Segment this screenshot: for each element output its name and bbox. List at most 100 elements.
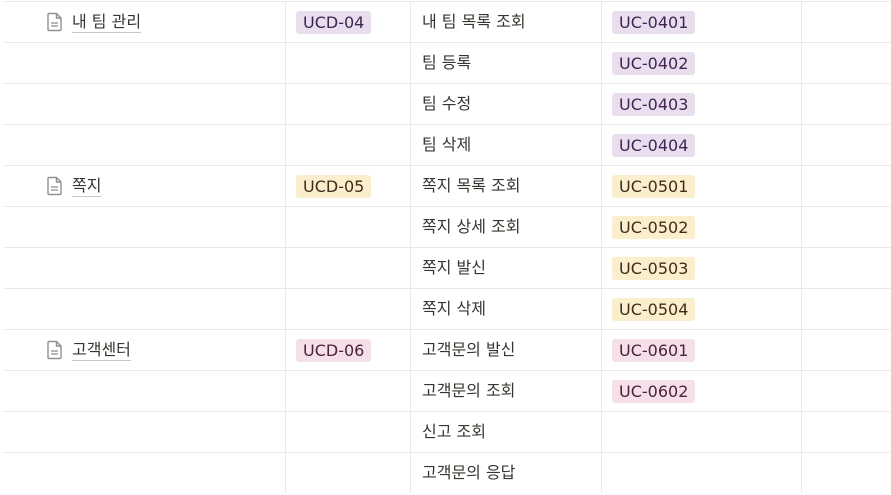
usecase-name: 고객문의 발신: [422, 340, 516, 359]
page-cell[interactable]: [4, 453, 286, 493]
usecase-cell[interactable]: 쪽지 상세 조회: [411, 207, 602, 247]
extra-cell[interactable]: [802, 371, 891, 411]
uc-cell[interactable]: UC-0404: [602, 125, 802, 165]
page-cell[interactable]: [4, 248, 286, 288]
page-link[interactable]: 고객센터: [46, 339, 131, 361]
ucd-cell[interactable]: [286, 248, 411, 288]
page-link[interactable]: 내 팀 관리: [46, 11, 142, 33]
table-row: 팀 삭제 UC-0404: [4, 124, 891, 165]
extra-cell[interactable]: [802, 43, 891, 83]
page-cell[interactable]: 내 팀 관리: [4, 2, 286, 42]
ucd-tag: UCD-05: [296, 175, 372, 198]
uc-cell[interactable]: [602, 412, 802, 452]
uc-tag: UC-0403: [612, 93, 696, 116]
uc-cell[interactable]: UC-0502: [602, 207, 802, 247]
extra-cell[interactable]: [802, 2, 891, 42]
ucd-cell[interactable]: UCD-05: [286, 166, 411, 206]
usecase-name: 고객문의 조회: [422, 381, 516, 400]
uc-tag: UC-0504: [612, 298, 696, 321]
page-cell[interactable]: [4, 412, 286, 452]
table-row: 쪽지 삭제 UC-0504: [4, 288, 891, 329]
usecase-cell[interactable]: 고객문의 발신: [411, 330, 602, 370]
page-cell[interactable]: [4, 84, 286, 124]
usecase-cell[interactable]: 고객문의 조회: [411, 371, 602, 411]
page-cell[interactable]: [4, 125, 286, 165]
uc-cell[interactable]: [602, 453, 802, 493]
extra-cell[interactable]: [802, 125, 891, 165]
usecase-name: 쪽지 상세 조회: [422, 217, 521, 236]
uc-cell[interactable]: UC-0503: [602, 248, 802, 288]
ucd-cell[interactable]: [286, 289, 411, 329]
usecase-name: 쪽지 삭제: [422, 299, 486, 318]
usecase-name: 팀 등록: [422, 53, 472, 72]
extra-cell[interactable]: [802, 412, 891, 452]
extra-cell[interactable]: [802, 453, 891, 493]
uc-tag: UC-0401: [612, 11, 696, 34]
uc-tag: UC-0501: [612, 175, 696, 198]
usecase-cell[interactable]: 신고 조회: [411, 412, 602, 452]
page-cell[interactable]: [4, 207, 286, 247]
uc-tag: UC-0503: [612, 257, 696, 280]
page-icon: [46, 176, 63, 196]
uc-tag: UC-0402: [612, 52, 696, 75]
ucd-cell[interactable]: UCD-06: [286, 330, 411, 370]
usecase-cell[interactable]: 팀 등록: [411, 43, 602, 83]
uc-cell[interactable]: UC-0402: [602, 43, 802, 83]
page-cell[interactable]: 쪽지: [4, 166, 286, 206]
page-cell[interactable]: [4, 371, 286, 411]
ucd-tag: UCD-04: [296, 11, 372, 34]
table-row: 고객문의 조회 UC-0602: [4, 370, 891, 411]
extra-cell[interactable]: [802, 166, 891, 206]
usecase-cell[interactable]: 팀 삭제: [411, 125, 602, 165]
table-row: 신고 조회: [4, 411, 891, 452]
ucd-cell[interactable]: [286, 412, 411, 452]
usecase-cell[interactable]: 쪽지 발신: [411, 248, 602, 288]
table-row: 고객문의 응답: [4, 452, 891, 493]
page-icon: [46, 12, 63, 32]
uc-cell[interactable]: UC-0403: [602, 84, 802, 124]
table-row: 팀 등록 UC-0402: [4, 42, 891, 83]
uc-cell[interactable]: UC-0401: [602, 2, 802, 42]
uc-cell[interactable]: UC-0504: [602, 289, 802, 329]
table-row: 쪽지 발신 UC-0503: [4, 247, 891, 288]
extra-cell[interactable]: [802, 248, 891, 288]
uc-cell[interactable]: UC-0501: [602, 166, 802, 206]
ucd-cell[interactable]: UCD-04: [286, 2, 411, 42]
extra-cell[interactable]: [802, 289, 891, 329]
ucd-cell[interactable]: [286, 453, 411, 493]
ucd-cell[interactable]: [286, 125, 411, 165]
usecase-cell[interactable]: 내 팀 목록 조회: [411, 2, 602, 42]
uc-tag: UC-0601: [612, 339, 696, 362]
usecase-name: 쪽지 발신: [422, 258, 486, 277]
usecase-cell[interactable]: 팀 수정: [411, 84, 602, 124]
page-title: 쪽지: [72, 175, 102, 197]
usecase-name: 쪽지 목록 조회: [422, 176, 521, 195]
uc-cell[interactable]: UC-0602: [602, 371, 802, 411]
usecase-name: 내 팀 목록 조회: [422, 12, 526, 31]
usecase-cell[interactable]: 쪽지 삭제: [411, 289, 602, 329]
table-row: 쪽지 상세 조회 UC-0502: [4, 206, 891, 247]
page-link[interactable]: 쪽지: [46, 175, 102, 197]
extra-cell[interactable]: [802, 207, 891, 247]
table-row: 팀 수정 UC-0403: [4, 83, 891, 124]
ucd-cell[interactable]: [286, 371, 411, 411]
ucd-cell[interactable]: [286, 43, 411, 83]
page-cell[interactable]: 고객센터: [4, 330, 286, 370]
page-title: 고객센터: [72, 339, 131, 361]
usecase-name: 팀 수정: [422, 94, 472, 113]
usecase-name: 고객문의 응답: [422, 463, 516, 482]
ucd-cell[interactable]: [286, 207, 411, 247]
extra-cell[interactable]: [802, 330, 891, 370]
page-cell[interactable]: [4, 43, 286, 83]
extra-cell[interactable]: [802, 84, 891, 124]
usecase-cell[interactable]: 쪽지 목록 조회: [411, 166, 602, 206]
uc-cell[interactable]: UC-0601: [602, 330, 802, 370]
ucd-cell[interactable]: [286, 84, 411, 124]
page-icon: [46, 340, 63, 360]
usecase-cell[interactable]: 고객문의 응답: [411, 453, 602, 493]
page-cell[interactable]: [4, 289, 286, 329]
table-row: 고객센터 UCD-06 고객문의 발신 UC-0601: [4, 329, 891, 370]
uc-tag: UC-0404: [612, 134, 696, 157]
table-row: 내 팀 관리 UCD-04 내 팀 목록 조회 UC-0401: [4, 1, 891, 42]
